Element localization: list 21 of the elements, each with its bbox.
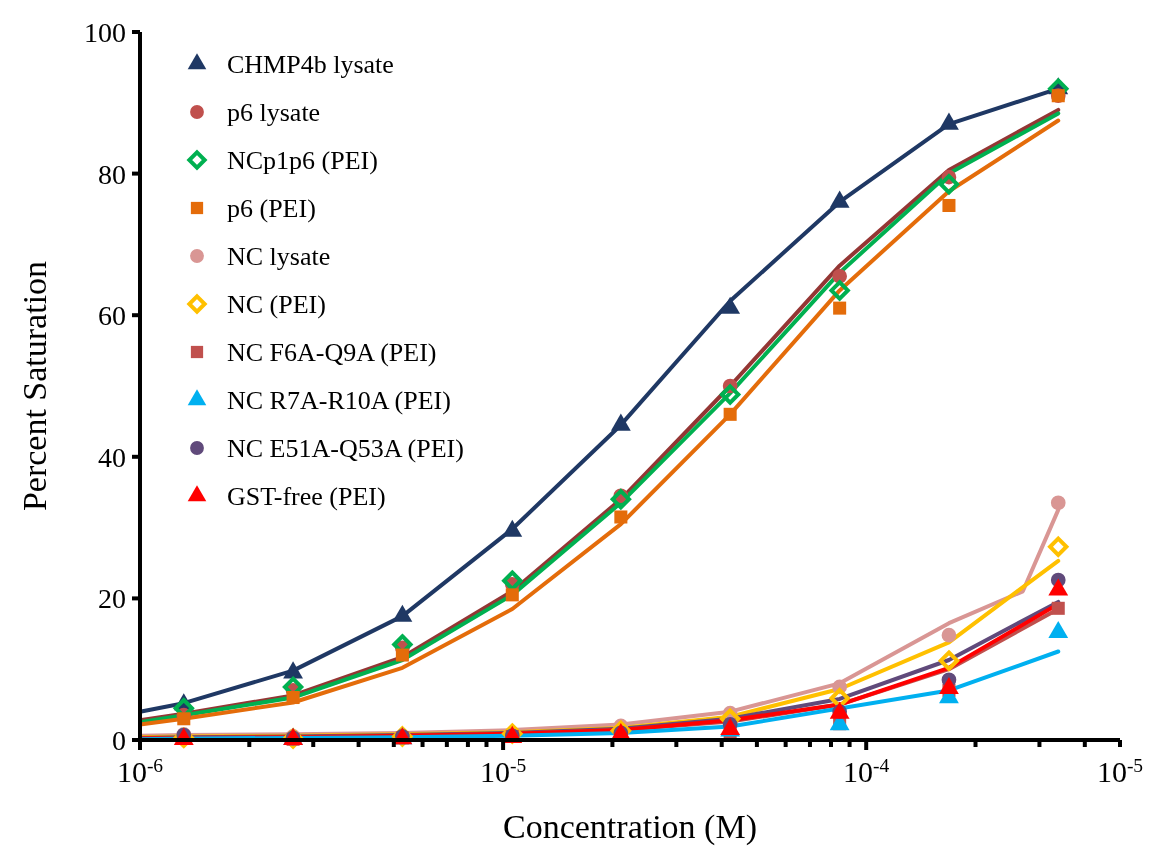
x-axis-title: Concentration (M) [503, 808, 757, 846]
x-tick-label: 10$^{-6}$ [116, 754, 164, 788]
legend-label: GST-free (PEI) [227, 482, 386, 511]
legend-label: NC E51A-Q53A (PEI) [227, 434, 464, 463]
legend-label: NC (PEI) [227, 290, 326, 319]
y-axis-title: Percent Saturation [16, 260, 53, 512]
legend-label: p6 (PEI) [227, 194, 316, 223]
legend-label: NCp1p6 (PEI) [227, 146, 378, 175]
x-tick-label: 10$^{-5}$ [479, 754, 527, 788]
x-tick-label: 10$^{-4}$ [843, 754, 890, 788]
y-tick-label: 40 [98, 441, 126, 473]
legend-label: NC R7A-R10A (PEI) [227, 386, 451, 415]
legend-label: CHMP4b lysate [227, 50, 394, 79]
y-tick-label: 60 [98, 300, 126, 332]
y-tick-label: 100 [84, 17, 126, 48]
legend-label: NC F6A-Q9A (PEI) [227, 338, 437, 367]
legend-label: NC lysate [227, 242, 331, 271]
y-tick-label: 80 [98, 158, 126, 190]
y-tick-label: 20 [98, 583, 126, 615]
y-tick-label: 0 [112, 725, 126, 756]
legend-label: p6 lysate [227, 98, 321, 127]
